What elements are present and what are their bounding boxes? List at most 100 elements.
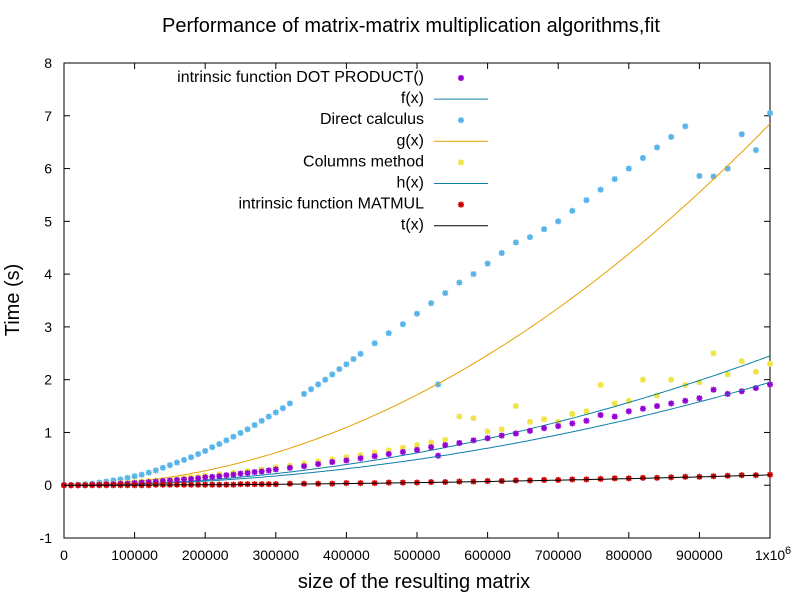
x-tick-label: 600000 <box>464 547 511 563</box>
data-point <box>195 451 202 458</box>
data-point <box>484 435 491 442</box>
data-point <box>216 441 223 448</box>
data-point <box>696 172 703 179</box>
data-point <box>597 412 604 419</box>
fit-curve-h-x- <box>64 355 771 486</box>
data-point <box>752 147 759 154</box>
data-point <box>286 400 293 407</box>
y-axis-label: Time (s) <box>2 264 24 337</box>
data-point <box>258 417 265 424</box>
data-point <box>526 427 533 434</box>
y-tick-label: 6 <box>44 161 52 177</box>
data-point <box>173 459 180 466</box>
data-point <box>583 417 590 424</box>
data-point <box>710 173 717 180</box>
data-point <box>251 422 258 429</box>
legend-point-sample <box>458 201 464 208</box>
data-point <box>188 475 195 482</box>
data-point <box>286 464 293 471</box>
data-point <box>385 330 392 337</box>
data-point <box>265 413 272 420</box>
data-point <box>329 459 336 465</box>
legend-point-sample <box>458 117 464 124</box>
data-point <box>654 403 661 410</box>
y-tick-label: 5 <box>44 213 52 229</box>
data-point <box>223 472 230 479</box>
data-point <box>244 470 251 477</box>
data-point <box>166 462 173 469</box>
data-point <box>498 250 505 256</box>
legend-label: t(x) <box>401 217 424 234</box>
data-point <box>131 473 138 480</box>
data-point <box>301 390 308 397</box>
data-point <box>399 444 406 451</box>
data-point <box>336 366 343 373</box>
fit-curve-t-x- <box>64 474 771 486</box>
data-point <box>682 397 689 404</box>
data-point <box>710 350 717 357</box>
data-point <box>223 437 230 444</box>
data-point <box>258 468 265 475</box>
data-point <box>322 376 329 383</box>
data-point <box>597 186 604 193</box>
data-point <box>329 371 336 378</box>
data-point <box>583 408 590 415</box>
chart-title: Performance of matrix-matrix multiplicat… <box>162 15 660 37</box>
fit-curve-f-x- <box>64 381 771 486</box>
data-point <box>470 415 477 422</box>
x-tick-label: 100000 <box>111 547 158 563</box>
data-point <box>456 279 463 286</box>
data-point <box>625 165 632 172</box>
data-point <box>512 239 519 246</box>
data-point <box>371 340 378 347</box>
data-point <box>414 310 420 317</box>
data-point <box>569 410 576 417</box>
data-point <box>343 457 350 464</box>
data-point <box>625 408 632 415</box>
data-point <box>202 474 209 481</box>
data-point <box>286 480 293 487</box>
data-point <box>555 423 562 430</box>
data-point <box>251 469 258 476</box>
data-point <box>343 361 350 368</box>
data-point <box>569 207 576 214</box>
data-point <box>195 475 202 482</box>
y-tick-label: 1 <box>44 424 52 440</box>
data-point <box>541 226 548 233</box>
data-point <box>738 358 745 365</box>
data-point <box>188 454 195 461</box>
data-point <box>611 413 618 420</box>
data-point <box>498 432 505 439</box>
data-point <box>597 381 604 388</box>
data-point <box>230 471 237 478</box>
data-point <box>484 260 491 267</box>
data-point <box>371 453 378 460</box>
data-point <box>181 456 188 463</box>
data-point <box>230 433 237 440</box>
data-point <box>428 300 435 307</box>
data-point <box>512 430 519 437</box>
x-tick-label: 800000 <box>605 547 652 563</box>
data-point <box>767 360 773 367</box>
legend-point-sample <box>458 75 464 81</box>
data-point <box>272 466 279 473</box>
axis-ticks: 0 100000 200000 300000 400000 500000 600000 700… <box>40 55 792 563</box>
data-point <box>442 442 449 449</box>
data-point <box>611 176 618 183</box>
data-point <box>308 386 315 393</box>
x-tick-label: 500000 <box>394 547 441 563</box>
data-point <box>526 234 533 241</box>
data-point <box>498 426 505 433</box>
x-tick-label: 1x10 <box>755 547 786 563</box>
data-point <box>279 405 286 412</box>
data-point <box>202 447 209 454</box>
data-point <box>209 473 216 480</box>
data-point <box>216 473 223 480</box>
data-point <box>272 409 279 416</box>
data-point <box>244 426 251 433</box>
data-point <box>456 440 463 446</box>
data-point <box>209 444 216 451</box>
data-point <box>668 376 675 383</box>
x-tick-label: 900000 <box>676 547 723 563</box>
data-point <box>738 131 745 138</box>
